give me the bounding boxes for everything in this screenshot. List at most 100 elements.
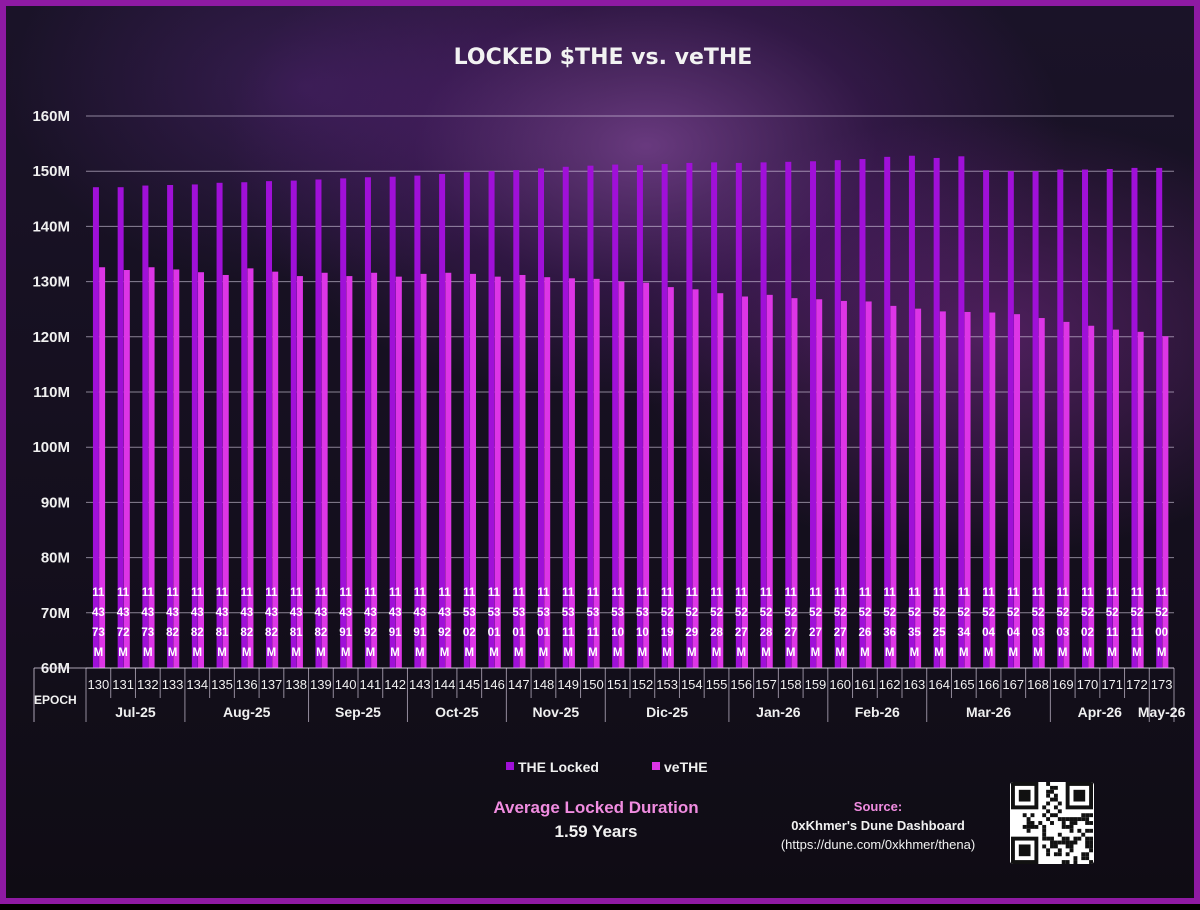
y-tick-label: 160M [32,108,70,125]
x-tick-label: 167 [1002,677,1024,692]
bar-vethe [198,272,205,668]
bar-vethe [494,276,501,668]
data-label-the-locked: 11 43 82 M [191,587,204,659]
bar-vethe [371,272,378,668]
data-labels: 11 43 73 M 11 43 72 M 11 43 73 M 11 43 82 M 11 43 82 M 11 43 8… [92,587,1168,659]
bar-the-locked [241,182,248,669]
x-tick-label: 165 [953,677,975,692]
y-tick-label: 100M [32,439,70,456]
x-tick-label: 172 [1126,677,1148,692]
bar-the-locked [686,162,693,669]
data-label-the-locked: 11 53 01 M [488,587,501,659]
bar-the-locked [810,161,817,669]
legend-swatch-the-locked [506,762,514,770]
bar-the-locked [389,176,396,668]
bar-vethe [1162,336,1169,668]
data-label-the-locked: 11 43 72 M [117,587,130,659]
y-tick-label: 90M [41,494,70,511]
data-label-the-locked: 11 52 11 M [1106,587,1119,659]
x-tick-label: 166 [978,677,1000,692]
data-label-the-locked: 11 52 03 M [1032,587,1045,659]
bar-the-locked [884,156,891,668]
bar-vethe [692,289,699,668]
bar-the-locked [439,173,446,668]
data-label-the-locked: 11 52 11 M [1131,587,1144,659]
bar-the-locked [958,156,965,668]
data-label-the-locked: 11 52 34 M [957,587,970,659]
bar-the-locked [513,170,520,668]
y-tick-label: 110M [33,384,70,401]
data-label-the-locked: 11 43 91 M [389,587,402,659]
month-label: Apr-26 [1078,704,1123,720]
y-tick-label: 150M [32,163,70,180]
bar-the-locked [933,157,940,668]
data-label-the-locked: 11 52 35 M [908,587,921,659]
x-tick-label: 149 [557,677,579,692]
bar-the-locked [414,175,421,668]
data-label-the-locked: 11 43 92 M [364,587,377,659]
x-tick-label: 142 [384,677,406,692]
y-tick-label: 80M [41,550,70,567]
x-tick-label: 156 [730,677,752,692]
x-tick-label: 155 [706,677,728,692]
bar-vethe [964,311,971,668]
data-label-the-locked: 11 43 81 M [216,587,229,659]
bar-the-locked [711,162,718,669]
bar-the-locked [364,177,371,668]
x-tick-label: 168 [1027,677,1049,692]
average-duration-block: Average Locked Duration 1.59 Years [466,798,726,842]
bar-vethe [667,287,674,668]
y-tick-label: 140M [32,218,70,235]
y-tick-label: 70M [41,605,70,622]
bar-the-locked [191,184,198,668]
data-label-the-locked: 11 53 10 M [636,587,649,659]
data-label-the-locked: 11 52 02 M [1081,587,1094,659]
data-label-the-locked: 11 43 82 M [315,587,328,659]
bar-vethe [915,308,922,668]
data-label-the-locked: 11 52 28 M [710,587,723,659]
bar-vethe [568,278,575,668]
x-tick-label: 139 [310,677,332,692]
data-label-the-locked: 11 43 81 M [290,587,303,659]
bar-vethe [470,273,477,668]
source-name: 0xKhmer's Dune Dashboard [791,818,965,833]
x-tick-label: 164 [928,677,950,692]
bar-the-locked [340,178,347,668]
bar-the-locked [859,159,866,668]
bar-the-locked [1057,169,1064,668]
x-tick-label: 138 [285,677,307,692]
data-label-the-locked: 11 43 73 M [92,587,105,659]
bar-vethe [272,271,279,668]
x-tick-label: 169 [1052,677,1074,692]
bar-the-locked [92,187,99,668]
bar-vethe [618,281,625,668]
x-tick-label: 141 [360,677,382,692]
bar-vethe [1038,318,1045,668]
data-label-the-locked: 11 52 27 M [834,587,847,659]
bar-the-locked [290,180,297,669]
x-tick-label: 151 [607,677,629,692]
source-url: (https://dune.com/0xkhmer/thena) [780,837,976,852]
month-label: Mar-26 [966,704,1011,720]
bar-the-locked [735,162,742,669]
bar-vethe [99,267,106,668]
qr-code-icon [1010,782,1094,864]
bar-the-locked [760,162,767,669]
chart-canvas: LOCKED $THE vs. veTHE 60M70M80M90M100M11… [32,45,1185,775]
x-tick-label: 145 [458,677,480,692]
data-label-the-locked: 11 52 03 M [1056,587,1069,659]
bar-vethe [766,294,773,668]
x-tick-label: 163 [904,677,926,692]
bar-the-locked [1106,168,1113,668]
bar-vethe [1014,314,1021,668]
data-label-the-locked: 11 43 91 M [413,587,426,659]
bar-vethe [544,277,551,668]
bar-vethe [717,293,724,668]
bar-the-locked [117,187,124,668]
x-tick-label: 161 [854,677,876,692]
legend-label-the-locked: THE Locked [518,759,599,775]
bar-vethe [395,276,402,668]
y-tick-label: 120M [32,329,70,346]
data-label-the-locked: 11 43 82 M [166,587,179,659]
bar-the-locked [834,160,841,668]
